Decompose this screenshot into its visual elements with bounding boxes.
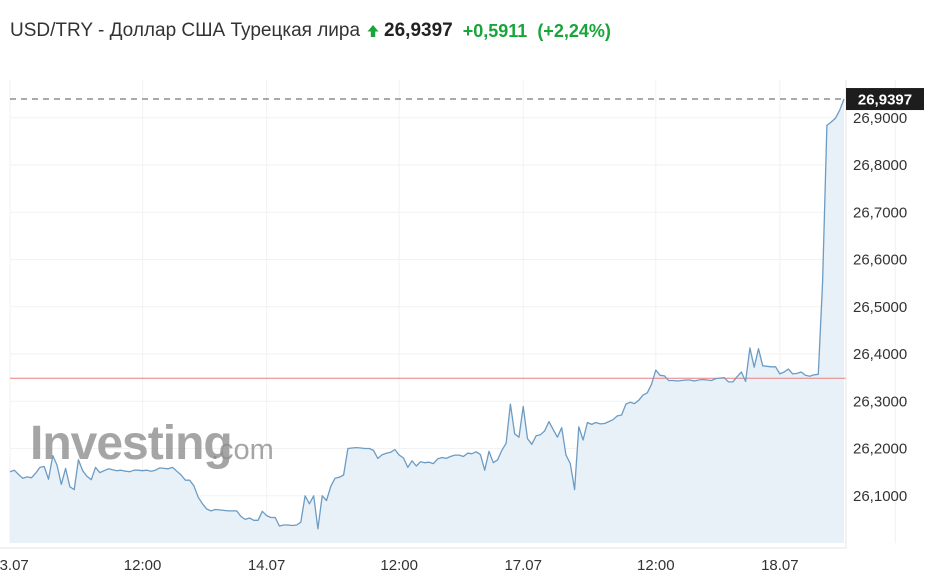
x-tick-label: 14.07 (248, 557, 286, 574)
x-axis: 13.07 12:00 14.07 12:00 17.07 12:00 18.07 12 (0, 547, 904, 574)
investing-watermark: Investing .com (30, 417, 274, 470)
price-area-fill (10, 99, 844, 543)
chart-header: USD/TRY - Доллар США Турецкая лира 26,93… (10, 18, 611, 44)
last-price-box (846, 88, 924, 111)
watermark-text: Investing (30, 417, 232, 470)
x-tick-label: 12 (887, 557, 904, 574)
x-tick-label: 12:00 (380, 557, 418, 574)
y-tick-label: 26,8000 (853, 157, 907, 174)
y-tick-label: 26,7000 (853, 204, 907, 221)
x-tick-label: 12:00 (124, 557, 162, 574)
x-tick-label: 12:00 (637, 557, 675, 574)
x-tick-label: 17.07 (504, 557, 542, 574)
last-price-label: 26,9397 (858, 92, 912, 109)
y-tick-label: 26,3000 (853, 393, 907, 410)
arrow-up-icon (367, 24, 379, 38)
x-tick-label: 13.07 (0, 557, 29, 574)
last-price: 26,9397 (384, 20, 453, 41)
instrument-title: USD/TRY - Доллар США Турецкая лира (10, 20, 361, 41)
y-tick-label: 26,6000 (853, 252, 907, 269)
y-tick-label: 26,4000 (853, 346, 907, 363)
last-price-marker[interactable]: 26,9397 (846, 88, 924, 111)
y-tick-label: 26,9000 (853, 110, 907, 127)
watermark-suffix: .com (211, 434, 274, 466)
y-tick-label: 26,5000 (853, 299, 907, 316)
price-change: +0,5911 (462, 20, 528, 41)
price-change-percent: (+2,24%) (537, 20, 611, 41)
y-tick-label: 26,1000 (853, 488, 907, 505)
price-line (9, 98, 845, 530)
y-axis: 26,9000 26,8000 26,7000 26,6000 26,5000 26,40… (845, 80, 907, 548)
x-tick-label: 18.07 (761, 557, 799, 574)
y-tick-label: 26,2000 (853, 441, 907, 458)
